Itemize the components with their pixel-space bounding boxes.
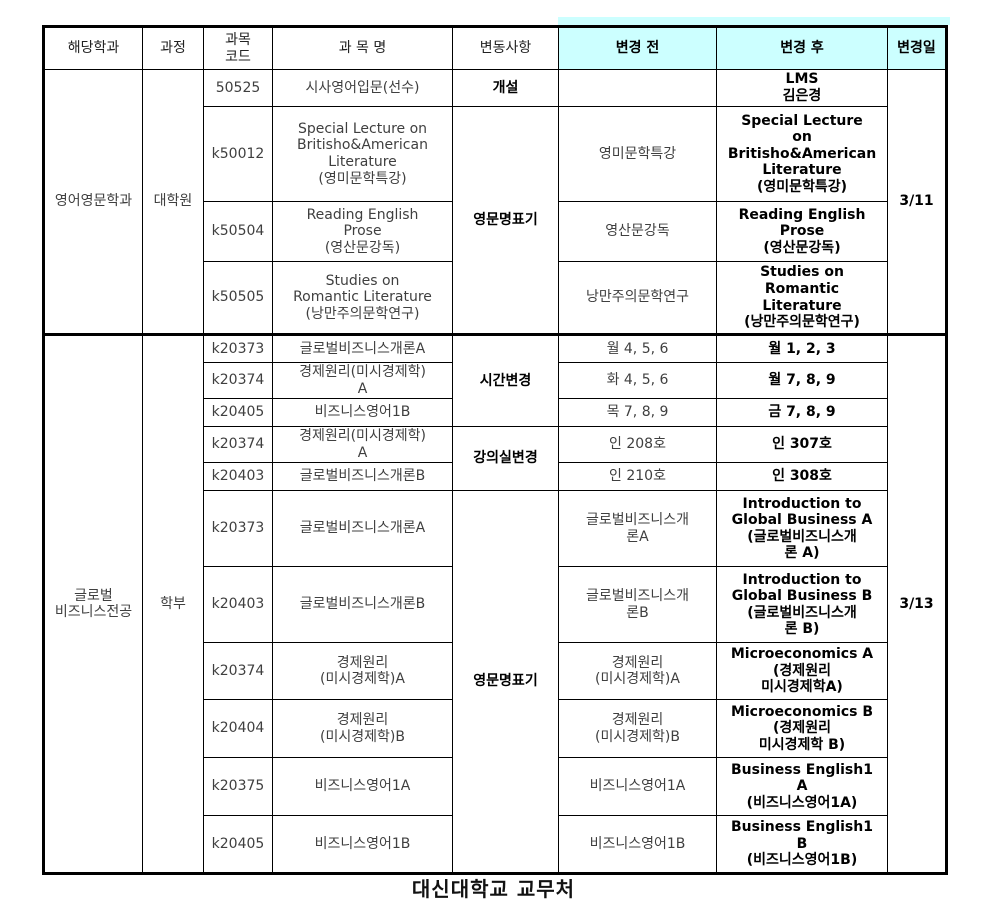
before-cell: 낭만주의문학연구 xyxy=(558,261,717,335)
name-cell: 비즈니스영어1B xyxy=(272,815,453,875)
name-cell: 경제원리 (미시경제학)A xyxy=(272,642,453,701)
table-row: 글로벌 비즈니스전공 학부 k20373 글로벌비즈니스개론A 시간변경 월 4… xyxy=(43,332,947,875)
code-cell: 50525 xyxy=(203,69,273,107)
after-cell: Reading English Prose (영산문강독) xyxy=(716,201,888,262)
table-row: k50012 Special Lecture on Britisho&Ameri… xyxy=(44,106,947,335)
after-cell: Introduction to Global Business A (글로벌비즈… xyxy=(716,490,888,568)
name-cell: 경제원리(미시경제학) A xyxy=(272,426,453,464)
before-cell: 경제원리 (미시경제학)A xyxy=(558,642,717,701)
code-cell: k20403 xyxy=(203,566,273,644)
table-row: k20374 경제원리(미시경제학) A 화 4, 5, 6 월 7, 8, 9 xyxy=(44,361,947,400)
code-cell: k20405 xyxy=(203,815,273,875)
after-cell: Studies on Romantic Literature (낭만주의문학연구… xyxy=(716,261,888,335)
table-row: k50504 Reading English Prose (영산문강독) 영산문… xyxy=(44,201,947,262)
table-row: k20374 경제원리(미시경제학) A 강의실변경 인 208호 인 307호 xyxy=(44,426,947,492)
table-row: k20374 경제원리 (미시경제학)A 경제원리 (미시경제학)A Micro… xyxy=(44,642,947,701)
after-cell: Special Lecture on Britisho&American Lit… xyxy=(716,106,888,202)
name-cell: 비즈니스영어1B xyxy=(272,398,453,428)
before-cell: 월 4, 5, 6 xyxy=(558,333,717,363)
code-cell: k50504 xyxy=(203,201,273,262)
code-cell: k20405 xyxy=(203,398,273,428)
table-row: k20375 비즈니스영어1A 비즈니스영어1A Business Englis… xyxy=(44,757,947,817)
change-type-cell: 영문명표기 xyxy=(452,106,559,335)
code-cell: k20375 xyxy=(203,757,273,817)
table-row: k20405 비즈니스영어1B 목 7, 8, 9 금 7, 8, 9 xyxy=(44,398,947,428)
header-change-type: 변동사항 xyxy=(452,26,559,70)
header-date: 변경일 xyxy=(887,26,947,70)
header-dept: 해당학과 xyxy=(43,26,143,70)
code-cell: k20403 xyxy=(203,462,273,492)
document-footer-title: 대신대학교 교무처 xyxy=(411,877,576,901)
date-cell: 3/13 xyxy=(887,332,947,875)
after-cell: Microeconomics A (경제원리 미시경제학A) xyxy=(716,642,888,701)
name-cell: Special Lecture on Britisho&American Lit… xyxy=(272,106,453,202)
before-cell: 비즈니스영어1A xyxy=(558,757,717,817)
program-cell: 학부 xyxy=(142,332,204,875)
before-cell: 글로벌비즈니스개 론B xyxy=(558,566,717,644)
table-row: k20403 글로벌비즈니스개론B 인 210호 인 308호 xyxy=(44,462,947,492)
before-cell: 비즈니스영어1B xyxy=(558,815,717,875)
program-cell: 대학원 xyxy=(142,69,204,335)
after-cell: 월 1, 2, 3 xyxy=(716,333,888,363)
name-cell: 글로벌비즈니스개론B xyxy=(272,462,453,492)
code-cell: k50012 xyxy=(203,106,273,202)
name-cell: Reading English Prose (영산문강독) xyxy=(272,201,453,262)
highlight-strip xyxy=(558,17,950,25)
header-code: 과목 코드 xyxy=(203,26,273,70)
code-cell: k20374 xyxy=(203,361,273,400)
name-cell: 경제원리(미시경제학) A xyxy=(272,361,453,400)
after-cell: Business English1 A (비즈니스영어1A) xyxy=(716,757,888,817)
header-before: 변경 전 xyxy=(558,26,717,70)
dept-cell: 영어영문학과 xyxy=(43,69,143,335)
dept-cell: 글로벌 비즈니스전공 xyxy=(43,332,143,875)
table-row: k50505 Studies on Romantic Literature (낭… xyxy=(44,261,947,335)
before-cell: 글로벌비즈니스개 론A xyxy=(558,490,717,568)
header-name: 과 목 명 xyxy=(272,26,453,70)
name-cell: 글로벌비즈니스개론A xyxy=(272,490,453,568)
name-cell: 글로벌비즈니스개론A xyxy=(272,333,453,363)
code-cell: k50505 xyxy=(203,261,273,335)
after-cell: Microeconomics B (경제원리 미시경제학 B) xyxy=(716,699,888,759)
table-row: k20405 비즈니스영어1B 비즈니스영어1B Business Englis… xyxy=(44,815,947,875)
after-cell: Business English1 B (비즈니스영어1B) xyxy=(716,815,888,875)
after-cell: 인 307호 xyxy=(716,426,888,464)
name-cell: 비즈니스영어1A xyxy=(272,757,453,817)
before-cell: 인 208호 xyxy=(558,426,717,464)
after-cell: 인 308호 xyxy=(716,462,888,492)
before-cell: 경제원리 (미시경제학)B xyxy=(558,699,717,759)
after-cell: 금 7, 8, 9 xyxy=(716,398,888,428)
header-program: 과정 xyxy=(142,26,204,70)
change-type-cell: 개설 xyxy=(452,69,559,107)
change-type-cell: 영문명표기 xyxy=(452,490,559,875)
name-cell: 글로벌비즈니스개론B xyxy=(272,566,453,644)
before-cell: 영산문강독 xyxy=(558,201,717,262)
code-cell: k20373 xyxy=(203,333,273,363)
header-row: 해당학과 과정 과목 코드 과 목 명 변동사항 변경 전 변경 후 변경일 xyxy=(43,26,947,70)
before-cell: 목 7, 8, 9 xyxy=(558,398,717,428)
name-cell: 시사영어입문(선수) xyxy=(272,69,453,107)
date-cell: 3/11 xyxy=(887,69,947,335)
before-cell: 영미문학특강 xyxy=(558,106,717,202)
change-type-cell: 강의실변경 xyxy=(452,426,559,492)
table-row: 영어영문학과 대학원 50525 시사영어입문(선수) 개설 LMS 김은경 3… xyxy=(43,69,947,335)
table-row: k20373 글로벌비즈니스개론A 영문명표기 글로벌비즈니스개 론A Intr… xyxy=(44,490,947,875)
after-cell: Introduction to Global Business B (글로벌비즈… xyxy=(716,566,888,644)
after-cell: LMS 김은경 xyxy=(716,69,888,107)
code-cell: k20374 xyxy=(203,642,273,701)
name-cell: 경제원리 (미시경제학)B xyxy=(272,699,453,759)
after-cell: 월 7, 8, 9 xyxy=(716,361,888,400)
code-cell: k20404 xyxy=(203,699,273,759)
before-cell xyxy=(558,69,717,107)
before-cell: 화 4, 5, 6 xyxy=(558,361,717,400)
before-cell: 인 210호 xyxy=(558,462,717,492)
code-cell: k20373 xyxy=(203,490,273,568)
code-cell: k20374 xyxy=(203,426,273,464)
course-change-table: 해당학과 과정 과목 코드 과 목 명 변동사항 변경 전 변경 후 변경일 영… xyxy=(42,25,948,876)
change-type-cell: 시간변경 xyxy=(452,332,559,428)
header-after: 변경 후 xyxy=(716,26,888,70)
name-cell: Studies on Romantic Literature (낭만주의문학연구… xyxy=(272,261,453,335)
